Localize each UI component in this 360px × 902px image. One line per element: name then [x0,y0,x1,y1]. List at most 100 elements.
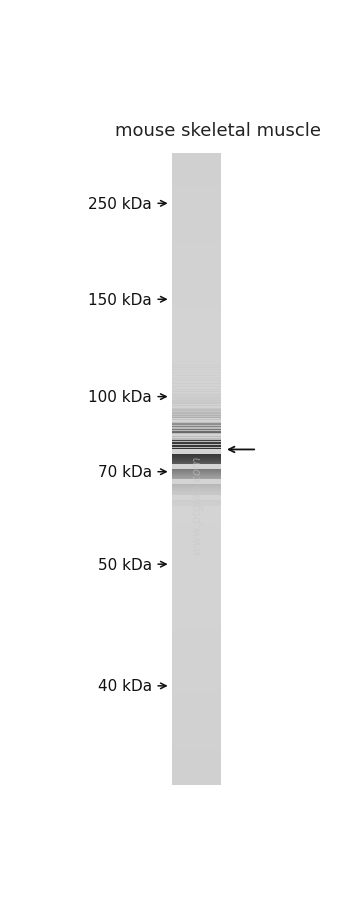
Bar [172,377,221,379]
Bar [172,642,221,644]
Bar [172,242,221,244]
Bar [172,316,221,318]
Text: 40 kDa: 40 kDa [98,678,152,694]
Bar [172,263,221,265]
Bar [172,716,221,718]
Bar [172,486,221,488]
Bar [172,518,221,520]
Bar [172,253,221,254]
Bar [172,767,221,769]
Text: 50 kDa: 50 kDa [98,557,152,572]
Bar [172,341,221,343]
Bar [172,575,221,577]
Bar [172,699,221,701]
Bar [172,234,221,235]
Bar [172,584,221,585]
Bar [172,308,221,309]
Bar [172,667,221,669]
Bar [172,393,221,396]
Bar [172,237,221,240]
Bar [172,362,221,364]
Bar [172,713,221,716]
Bar [172,748,221,750]
Bar [172,573,221,575]
Bar [172,513,221,516]
Bar [172,318,221,320]
Bar [172,437,221,440]
Bar [172,773,221,775]
Bar [172,297,221,299]
Bar [172,199,221,202]
Bar [172,419,221,421]
Bar [172,469,221,472]
Bar [172,180,221,183]
Bar [172,320,221,322]
Bar [172,328,221,330]
Bar [172,669,221,672]
Bar [172,779,221,781]
Bar [172,554,221,556]
Bar [172,179,221,180]
Bar [172,267,221,270]
Bar [172,676,221,678]
Bar [172,488,221,491]
Bar [172,532,221,535]
Bar [172,760,221,762]
Bar [172,387,221,390]
Bar [172,537,221,538]
Bar [172,777,221,779]
Bar [172,478,221,480]
Bar [172,429,221,431]
Bar [172,177,221,179]
Bar [172,511,221,513]
Bar [172,450,221,453]
Bar [172,218,221,221]
Bar [172,566,221,568]
Bar [172,270,221,272]
Bar [172,497,221,499]
Bar [172,762,221,764]
Bar [172,196,221,198]
Bar [172,701,221,704]
Bar [172,638,221,640]
Bar [172,510,221,511]
Bar [172,522,221,524]
Bar [172,391,221,393]
Bar [172,244,221,246]
Bar [172,560,221,562]
Bar [172,704,221,705]
Bar [172,402,221,404]
Bar [172,425,221,428]
Bar [172,352,221,354]
Bar [172,494,221,497]
Bar [172,185,221,187]
Bar [172,612,221,615]
Bar [172,187,221,189]
Bar [172,161,221,164]
Bar [172,166,221,168]
Bar [172,390,221,391]
Bar [172,406,221,409]
Bar [172,606,221,609]
Bar [172,568,221,571]
Bar [172,360,221,362]
Bar [172,644,221,647]
Bar [172,463,221,465]
Bar [172,415,221,417]
Bar [172,286,221,289]
Bar [172,649,221,650]
Bar [172,640,221,642]
Bar [172,436,221,437]
Bar [172,741,221,743]
Bar [172,295,221,297]
Bar [172,292,221,295]
Bar [172,282,221,284]
Bar [172,693,221,695]
Bar [172,745,221,748]
Bar [172,769,221,770]
Bar [172,697,221,699]
Bar [172,548,221,549]
Bar [172,621,221,623]
Bar [172,174,221,177]
Bar [172,587,221,590]
